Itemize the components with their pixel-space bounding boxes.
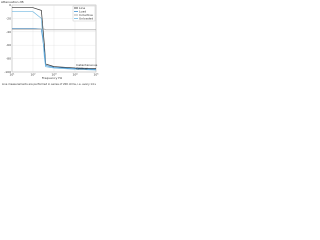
y-tick-label: -80 <box>6 57 11 61</box>
annotation: Cyclical <box>76 67 88 71</box>
legend-label: Inductive <box>79 13 93 17</box>
x-axis-label: Frequency Hz <box>42 76 63 80</box>
series-line <box>12 7 97 69</box>
x-tick-label: 10⁴ <box>72 73 78 77</box>
footnote: Line measurements are performed in serie… <box>2 82 97 86</box>
series-line <box>12 28 97 70</box>
series-line <box>12 11 97 71</box>
y-tick-label: -60 <box>6 43 11 47</box>
x-tick-label: 10³ <box>51 73 57 77</box>
x-tick-label: 10⁵ <box>93 73 99 77</box>
legend-box <box>72 5 96 22</box>
y-tick-label: 0 <box>9 3 11 7</box>
y-tick-label: -20 <box>6 16 11 20</box>
legend-label: Load <box>79 10 86 14</box>
page: {"chart_data": {"type": "line", "y_label… <box>0 0 100 93</box>
x-tick-label: 10¹ <box>9 73 15 77</box>
y-tick-label: -40 <box>6 30 11 34</box>
x-tick-label: 10² <box>30 73 36 77</box>
legend-label: Unloaded <box>79 17 93 21</box>
y-axis-label: Attenuation dB <box>1 0 24 4</box>
chart: Attenuation dB Frequency Hz Line measure… <box>1 0 99 86</box>
annotation: Instantaneous <box>76 63 98 67</box>
legend-label: Line <box>79 6 85 10</box>
y-tick-label: -100 <box>4 70 11 74</box>
series-line <box>12 28 96 31</box>
